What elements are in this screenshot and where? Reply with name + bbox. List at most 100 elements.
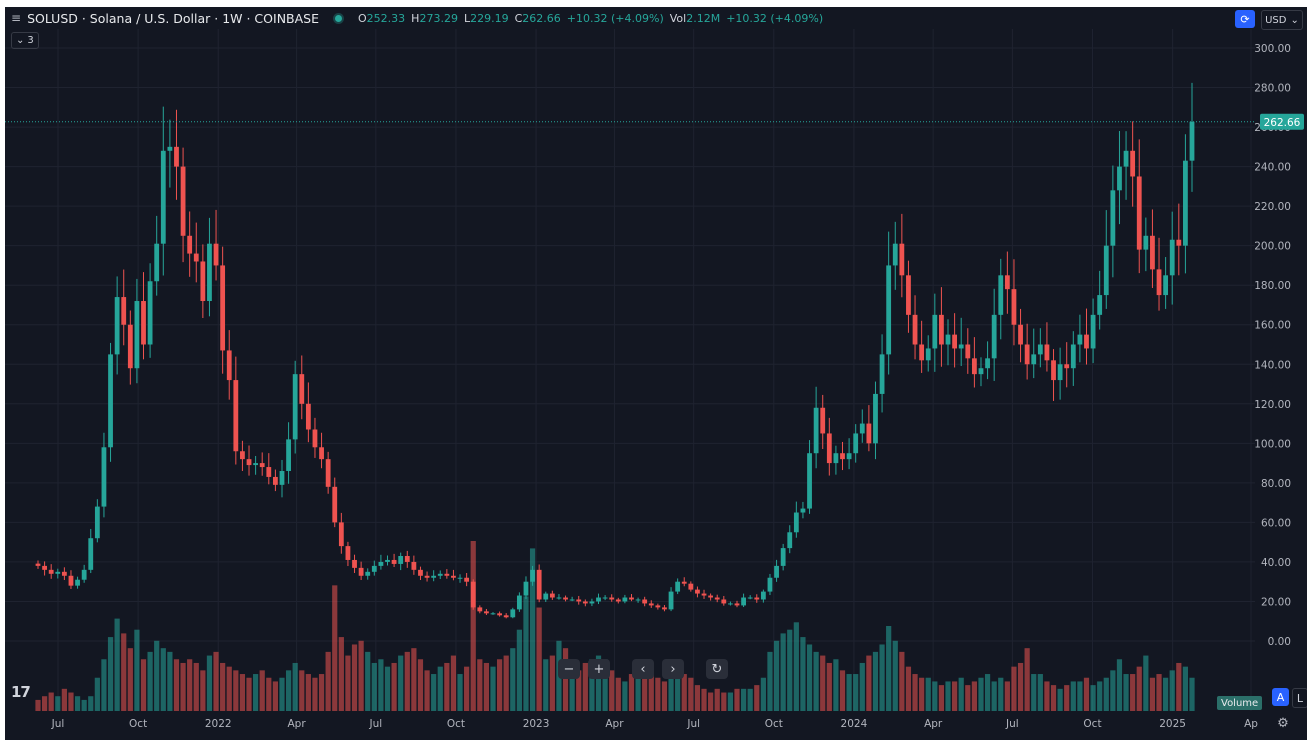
candle-body bbox=[1044, 344, 1050, 361]
hamburger-icon[interactable]: ≡ bbox=[11, 11, 22, 25]
candle-body bbox=[141, 301, 146, 345]
volume-bar bbox=[1037, 674, 1043, 711]
volume-bar bbox=[971, 681, 977, 711]
candle-body bbox=[352, 559, 357, 568]
candle-body bbox=[536, 569, 542, 600]
volume-bar bbox=[813, 651, 819, 711]
volume-bar bbox=[404, 651, 410, 711]
volume-bar bbox=[932, 681, 938, 711]
price-axis[interactable]: 300.00280.00260.00240.00220.00200.00180.… bbox=[1254, 43, 1304, 648]
candle-body bbox=[747, 597, 753, 599]
volume-bar bbox=[107, 637, 114, 711]
reset-chart-button[interactable]: ↻ bbox=[706, 659, 728, 679]
candle-body bbox=[906, 275, 911, 315]
candle-body bbox=[451, 575, 456, 578]
volume-bar bbox=[1169, 670, 1175, 711]
volume-bar bbox=[1070, 681, 1076, 711]
candle-body bbox=[187, 235, 193, 254]
volume-bar bbox=[853, 674, 859, 711]
candle-body bbox=[826, 433, 832, 464]
volume-bar bbox=[272, 681, 278, 711]
candle-body bbox=[853, 433, 859, 454]
ohlc-low: L229.19 bbox=[464, 12, 509, 25]
candle-body bbox=[543, 593, 549, 600]
candle-body bbox=[985, 358, 990, 369]
last-price-tag bbox=[1260, 113, 1304, 130]
volume-bar bbox=[787, 629, 793, 711]
volume-bar bbox=[444, 662, 450, 711]
volume-bar bbox=[721, 692, 727, 711]
price-chart[interactable]: 300.00280.00260.00240.00220.00200.00180.… bbox=[5, 7, 1307, 740]
candle-body bbox=[259, 463, 265, 468]
candle-body bbox=[859, 423, 865, 434]
candle-body bbox=[358, 567, 364, 576]
candle-body bbox=[1163, 275, 1169, 296]
auto-scale-button[interactable]: A bbox=[1272, 688, 1289, 706]
candle-body bbox=[1090, 314, 1096, 349]
candle-body bbox=[345, 546, 351, 560]
candle-body bbox=[35, 563, 41, 566]
high-value: 273.29 bbox=[419, 11, 458, 25]
volume-bar bbox=[1103, 677, 1109, 711]
candle-body bbox=[114, 297, 120, 355]
volume-bar bbox=[859, 662, 865, 711]
volume-bar bbox=[1136, 666, 1142, 711]
zoom-in-button[interactable]: + bbox=[588, 659, 610, 679]
volume-bar bbox=[121, 633, 127, 711]
volume-bar bbox=[417, 659, 424, 711]
indicators-toggle[interactable]: ⌄ 3 bbox=[11, 32, 39, 49]
candle-body bbox=[411, 561, 417, 570]
candle-body bbox=[754, 597, 760, 600]
volume-bar bbox=[173, 659, 180, 711]
x-tick-label: Oct bbox=[447, 718, 465, 730]
candle-body bbox=[741, 597, 746, 606]
scroll-right-button[interactable]: › bbox=[662, 659, 684, 679]
volume-bar bbox=[688, 677, 694, 711]
volume-bar bbox=[253, 674, 259, 711]
candle-body bbox=[1024, 344, 1030, 365]
candle-body bbox=[668, 591, 674, 610]
volume-bar bbox=[734, 688, 740, 711]
chart-navigation: − + ‹ › ↻ bbox=[558, 659, 728, 679]
symbol-title[interactable]: SOLUSD · Solana / U.S. Dollar · 1W · COI… bbox=[27, 10, 319, 26]
last-price-label: 262.66 bbox=[1264, 117, 1301, 129]
volume-bar bbox=[206, 655, 213, 711]
tradingview-logo-icon[interactable]: 17 bbox=[11, 683, 31, 701]
candle-body bbox=[879, 354, 885, 394]
time-axis[interactable]: Jul Oct 2022 Apr Jul Oct 2023 Apr Jul Oct 2024 Apr J… bbox=[51, 718, 1259, 730]
volume-bar bbox=[1004, 681, 1010, 711]
candle-body bbox=[167, 146, 173, 151]
candle-body bbox=[589, 601, 595, 604]
volume-bar bbox=[681, 674, 687, 711]
log-scale-button[interactable]: L bbox=[1292, 688, 1307, 708]
price-change: +10.32 (+4.09%) bbox=[566, 11, 664, 25]
volume-bar bbox=[595, 655, 602, 711]
candle-body bbox=[233, 380, 239, 452]
volume-bar bbox=[1031, 674, 1037, 711]
volume-bar bbox=[1149, 677, 1156, 711]
candle-body bbox=[971, 358, 977, 375]
sync-icon[interactable]: ⟳ bbox=[1235, 10, 1255, 28]
volume-bar bbox=[490, 666, 496, 711]
volume-bar bbox=[384, 666, 391, 711]
candle-body bbox=[582, 601, 588, 604]
settings-icon[interactable]: ⚙ bbox=[1277, 715, 1289, 731]
volume-bar bbox=[879, 644, 885, 711]
volume-bar bbox=[167, 651, 173, 711]
candle-body bbox=[134, 301, 140, 369]
x-tick-label: Apr bbox=[288, 718, 307, 730]
zoom-out-button[interactable]: − bbox=[558, 659, 580, 679]
candle-body bbox=[807, 453, 812, 509]
candle-body bbox=[655, 605, 661, 608]
candle-body bbox=[404, 556, 410, 562]
candle-body bbox=[42, 565, 47, 570]
volume-legend: Vol2.12M bbox=[670, 12, 720, 25]
candle-body bbox=[899, 243, 905, 276]
volume-bar bbox=[1182, 666, 1189, 711]
volume-bar bbox=[820, 655, 826, 711]
chart-panel[interactable]: 300.00280.00260.00240.00220.00200.00180.… bbox=[5, 7, 1307, 740]
currency-selector[interactable]: USD ⌄ bbox=[1261, 10, 1303, 30]
volume-bar bbox=[800, 637, 806, 711]
scroll-left-button[interactable]: ‹ bbox=[632, 659, 654, 679]
volume-bar bbox=[694, 685, 701, 711]
